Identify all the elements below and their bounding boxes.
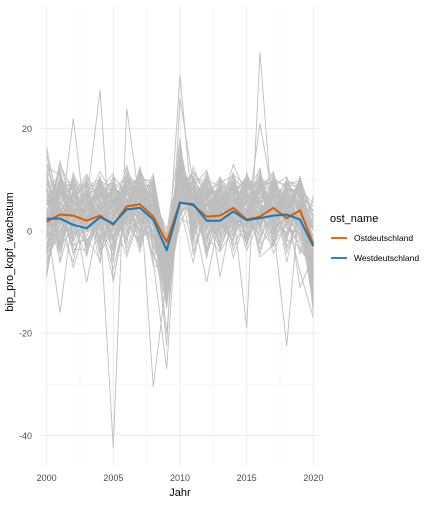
x-tick-label: 2015 [237,473,257,483]
legend-item: Ostdeutschland [331,233,413,243]
legend-title: ost_name [330,213,378,225]
legend: ost_name Ostdeutschland Westdeutschland [330,213,419,263]
x-tick-labels: 2000 2005 2010 2015 2020 [37,473,324,483]
series-line-westdeutschland [46,201,315,252]
x-tick-label: 2005 [103,473,123,483]
legend-item: Westdeutschland [331,253,419,263]
legend-items: Ostdeutschland Westdeutschland [331,233,419,263]
background-series-line [46,123,314,369]
background-series-lines [46,51,314,449]
y-tick-label: -40 [19,431,32,441]
background-series-line [46,179,314,334]
y-axis-label: bip_pro_kopf_wachstum [4,192,16,311]
background-series-line [46,172,314,276]
y-tick-label: 20 [22,124,32,134]
background-series-line [46,173,314,257]
main-series-lines [46,201,315,252]
legend-label: Westdeutschland [354,253,419,263]
background-series-line [46,51,314,387]
x-tick-label: 2000 [37,473,57,483]
y-tick-label: -20 [19,329,32,339]
x-tick-label: 2010 [170,473,190,483]
x-axis-label: Jahr [169,487,191,499]
y-tick-labels: -40 -20 0 20 [19,124,32,441]
x-tick-label: 2020 [303,473,323,483]
background-series-line [46,183,314,270]
legend-label: Ostdeutschland [354,233,413,243]
y-tick-label: 0 [27,226,32,236]
background-series-line [46,157,314,279]
